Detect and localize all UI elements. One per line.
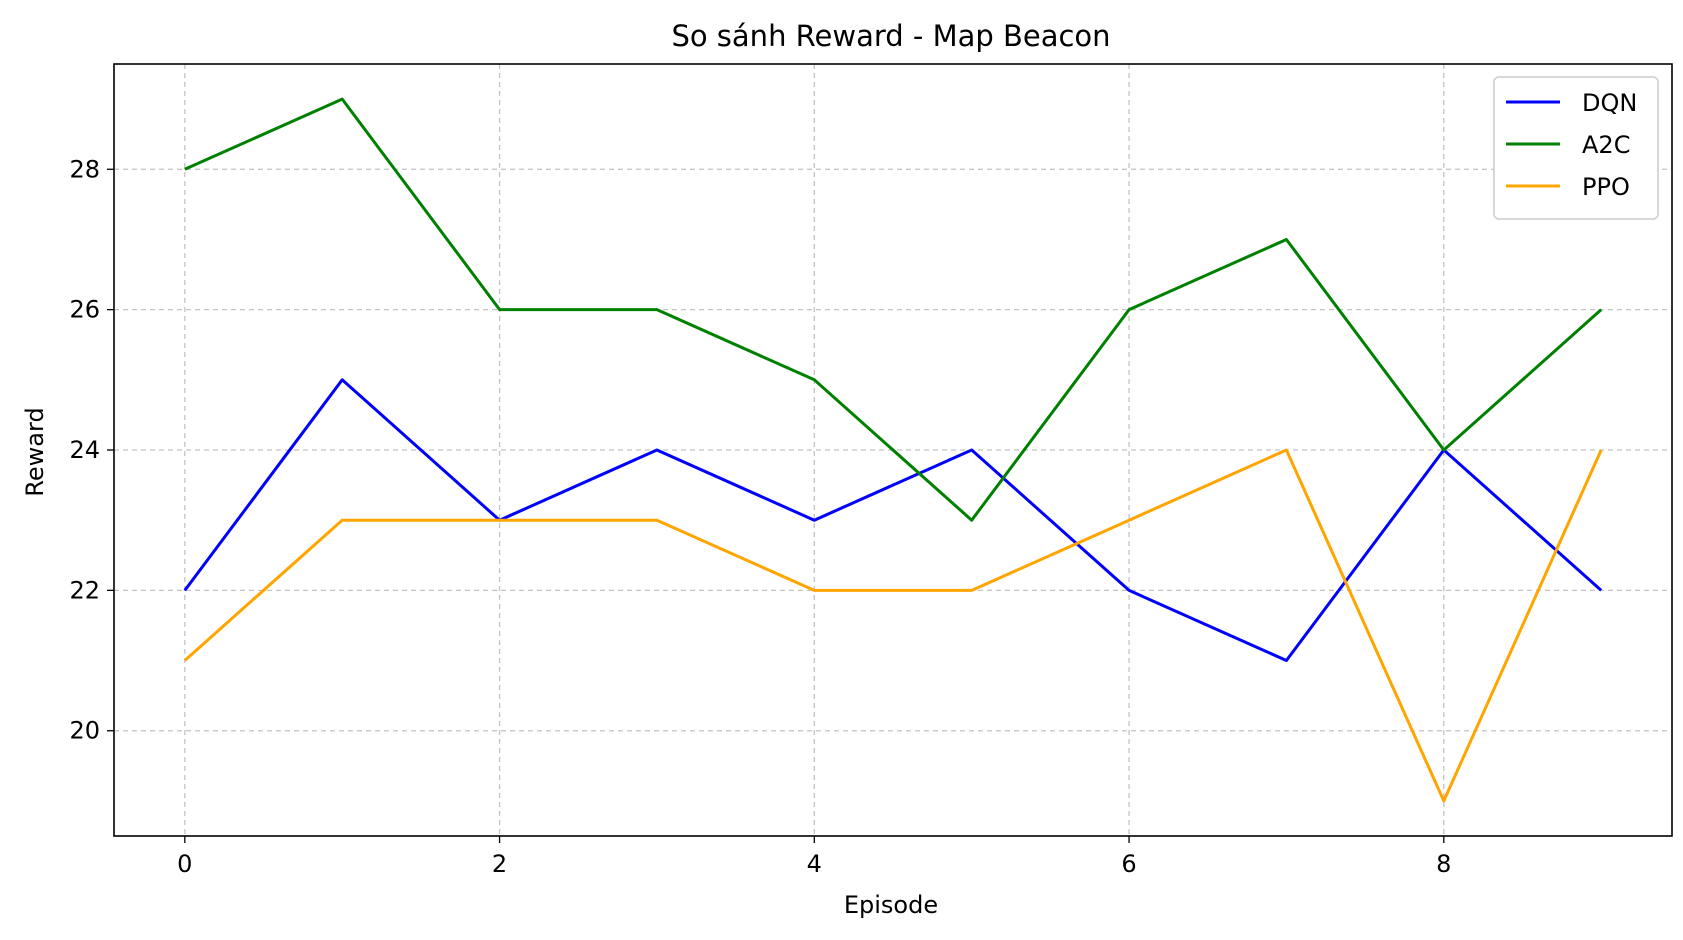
x-tick-label: 6 <box>1121 850 1136 878</box>
series-line-ppo <box>183 448 1603 803</box>
legend: DQN A2C PPO <box>1493 76 1659 220</box>
x-tick-label: 8 <box>1436 850 1451 878</box>
series-line-a2c <box>184 97 1603 522</box>
legend-label-ppo: PPO <box>1582 173 1630 201</box>
chart-title: So sánh Reward - Map Beacon <box>671 19 1110 53</box>
y-tick-label: 28 <box>69 155 100 183</box>
x-tick-label: 2 <box>492 850 507 878</box>
x-tick-label: 4 <box>807 850 822 878</box>
x-axis-label: Episode <box>844 891 938 919</box>
x-tick-label: 0 <box>177 850 192 878</box>
series-lines <box>183 97 1603 803</box>
legend-box <box>1493 76 1659 220</box>
series-line-dqn <box>183 378 1603 662</box>
y-tick-label: 24 <box>69 436 100 464</box>
legend-label-dqn: DQN <box>1582 89 1637 117</box>
x-axis-ticks: 0 2 4 6 8 <box>177 836 1451 878</box>
y-tick-label: 22 <box>69 576 100 604</box>
y-tick-label: 26 <box>69 296 100 324</box>
y-tick-label: 20 <box>69 717 100 745</box>
legend-label-a2c: A2C <box>1582 131 1630 159</box>
y-axis-ticks: 20 22 24 26 28 <box>69 155 114 745</box>
y-axis-label: Reward <box>21 407 49 496</box>
